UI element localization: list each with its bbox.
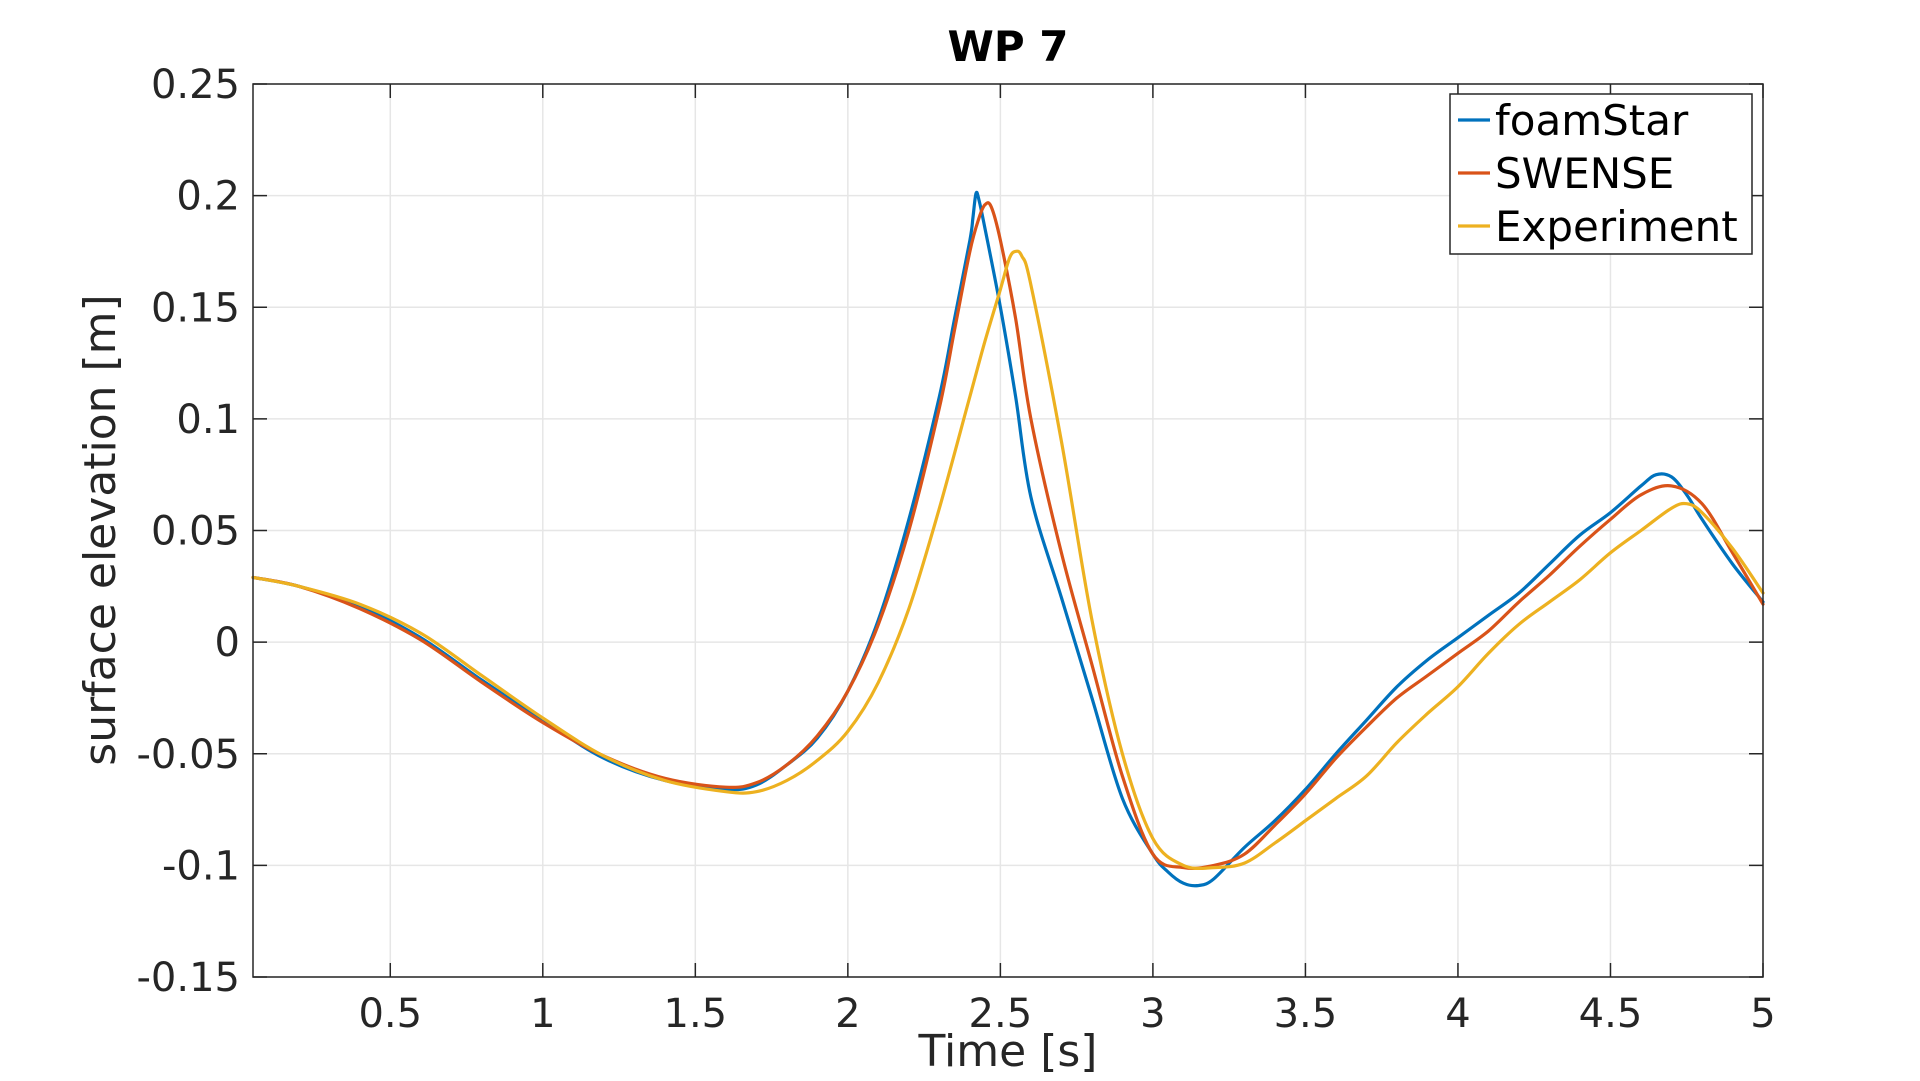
x-axis-label: Time [s] [918, 1026, 1098, 1077]
x-tick-label: 3.5 [1274, 991, 1338, 1037]
y-tick-label: 0.25 [151, 62, 240, 108]
y-tick-label: -0.1 [162, 843, 240, 889]
x-tick-label: 5 [1750, 991, 1775, 1037]
x-tick-labels: 0.5 1 1.5 2 2.5 3 3.5 4 4.5 5 [358, 991, 1775, 1037]
series-line-swense [251, 201, 1765, 870]
legend-label-experiment: Experiment [1495, 202, 1738, 251]
x-tick-label: 1.5 [664, 991, 728, 1037]
y-tick-label: -0.05 [137, 732, 241, 778]
x-tick-label: 4 [1445, 991, 1470, 1037]
chart-title: WP 7 [948, 22, 1069, 71]
legend-label-swense: SWENSE [1495, 149, 1674, 198]
series-line-experiment [251, 249, 1765, 871]
x-tick-label: 0.5 [358, 991, 422, 1037]
x-tick-label: 2.5 [969, 991, 1033, 1037]
y-tick-label: 0.05 [151, 509, 240, 555]
x-tick-label: 3 [1140, 991, 1165, 1037]
axis-ticks [253, 83, 1764, 978]
y-tick-label: 0.15 [151, 285, 240, 331]
y-tick-label: 0.2 [176, 174, 240, 220]
y-tick-label: 0 [215, 620, 240, 666]
y-tick-label: 0.1 [176, 397, 240, 443]
x-tick-label: 4.5 [1579, 991, 1643, 1037]
legend-label-foamstar: foamStar [1495, 96, 1689, 145]
series-layer [251, 190, 1765, 888]
y-tick-labels: -0.15 -0.1 -0.05 0 0.05 0.1 0.15 0.2 0.25 [137, 62, 241, 1001]
y-axis-label: surface elevation [m] [75, 294, 126, 765]
legend-box [1449, 93, 1753, 255]
series-line-foamstar [251, 190, 1765, 888]
x-tick-label: 2 [835, 991, 860, 1037]
y-tick-label: -0.15 [137, 955, 241, 1001]
x-tick-label: 1 [530, 991, 555, 1037]
